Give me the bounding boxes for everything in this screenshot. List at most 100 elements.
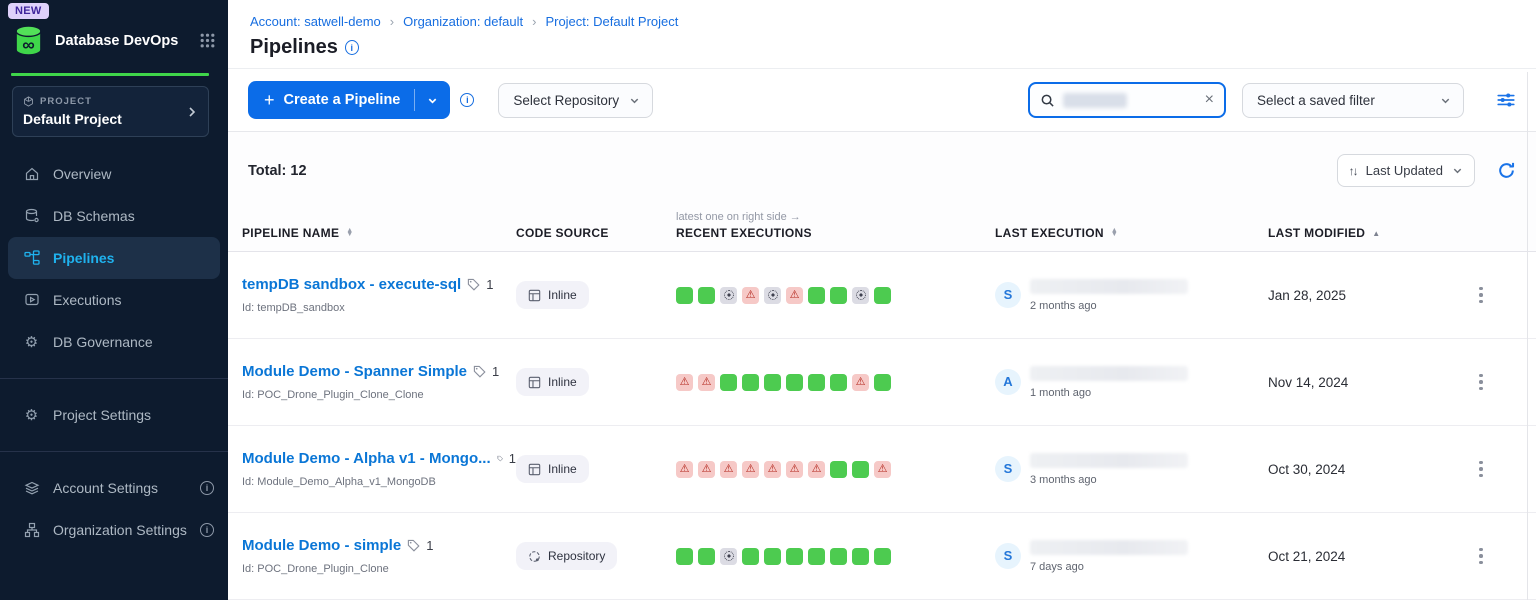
execution-failed[interactable]: ⚠ — [742, 286, 759, 304]
saved-filter-select[interactable]: Select a saved filter — [1242, 82, 1464, 118]
sidebar-item-label: Executions — [53, 292, 122, 308]
execution-success[interactable] — [874, 547, 891, 565]
filter-sliders-icon[interactable] — [1496, 91, 1516, 109]
sidebar-item-db-governance[interactable]: ⚙ DB Governance — [0, 321, 228, 363]
code-source-cell: Inline — [516, 281, 676, 309]
page-header: Account: satwell-demo › Organization: de… — [228, 0, 1536, 69]
pipeline-name-link[interactable]: Module Demo - Alpha v1 - Mongo... — [242, 450, 491, 467]
execution-success[interactable] — [830, 373, 847, 391]
repository-select[interactable]: Select Repository — [498, 82, 654, 118]
execution-success[interactable] — [698, 286, 715, 304]
list-meta: Total: 12 ↑↓ Last Updated — [228, 132, 1536, 204]
execution-success[interactable] — [720, 373, 737, 391]
execution-success[interactable] — [852, 460, 869, 478]
column-header-last-execution[interactable]: LAST EXECUTION ▲ ▼ — [995, 226, 1119, 240]
module-grid-icon[interactable] — [199, 32, 216, 49]
sidebar-item-account-settings[interactable]: Account Settings i — [0, 467, 228, 509]
execution-success[interactable] — [874, 286, 891, 304]
sidebar-item-overview[interactable]: Overview — [0, 153, 228, 195]
execution-success[interactable] — [742, 373, 759, 391]
execution-aborted[interactable] — [852, 286, 869, 304]
pipeline-name-link[interactable]: Module Demo - Spanner Simple — [242, 363, 468, 380]
info-icon[interactable]: i — [200, 523, 214, 537]
avatar[interactable]: S — [995, 542, 1021, 569]
execution-failed[interactable]: ⚠ — [874, 460, 891, 478]
sidebar-nav: Overview DB Schemas Pipelines — [0, 153, 228, 551]
code-source-badge: Inline — [516, 455, 589, 483]
avatar[interactable]: A — [995, 368, 1021, 395]
execution-failed[interactable]: ⚠ — [698, 460, 715, 478]
execution-success[interactable] — [786, 547, 803, 565]
info-icon[interactable]: i — [200, 481, 214, 495]
clear-search-icon[interactable]: × — [1204, 91, 1214, 109]
execution-success[interactable] — [676, 547, 693, 565]
execution-success[interactable] — [852, 547, 869, 565]
pipeline-name-link[interactable]: Module Demo - simple — [242, 537, 402, 554]
avatar[interactable]: S — [995, 455, 1021, 482]
execution-success[interactable] — [830, 460, 847, 478]
create-pipeline-button[interactable]: + Create a Pipeline — [248, 81, 451, 120]
row-menu-kebab-icon[interactable] — [1475, 283, 1487, 308]
sort-value: Last Updated — [1365, 163, 1443, 179]
execution-success[interactable] — [764, 373, 781, 391]
sidebar-item-pipelines[interactable]: Pipelines — [8, 237, 220, 279]
sidebar-item-project-settings[interactable]: ⚙ Project Settings — [0, 394, 228, 436]
execution-success[interactable] — [830, 286, 847, 304]
row-menu-kebab-icon[interactable] — [1475, 544, 1487, 569]
execution-aborted[interactable] — [720, 286, 737, 304]
execution-failed[interactable]: ⚠ — [808, 460, 825, 478]
execution-success[interactable] — [808, 286, 825, 304]
execution-failed[interactable]: ⚠ — [698, 373, 715, 391]
executor-name-redacted — [1030, 278, 1188, 294]
sidebar-item-db-schemas[interactable]: DB Schemas — [0, 195, 228, 237]
execution-failed[interactable]: ⚠ — [764, 460, 781, 478]
execution-aborted[interactable] — [764, 286, 781, 304]
execution-success[interactable] — [808, 547, 825, 565]
sidebar-item-executions[interactable]: Executions — [0, 279, 228, 321]
execution-success[interactable] — [742, 547, 759, 565]
execution-aborted[interactable] — [720, 547, 737, 565]
row-menu-kebab-icon[interactable] — [1475, 370, 1487, 395]
execution-success[interactable] — [698, 547, 715, 565]
execution-failed[interactable]: ⚠ — [786, 286, 803, 304]
database-icon — [23, 208, 40, 225]
database-devops-logo-icon: ∞ — [15, 25, 42, 56]
avatar[interactable]: S — [995, 281, 1021, 308]
table-row: tempDB sandbox - execute-sql 1 Id: tempD… — [228, 252, 1536, 339]
pipeline-name-link[interactable]: tempDB sandbox - execute-sql — [242, 276, 462, 293]
page-title-info-icon[interactable]: i — [344, 40, 359, 55]
execution-time-ago: 3 months ago — [1030, 473, 1097, 486]
execution-success[interactable] — [676, 286, 693, 304]
tag-icon — [408, 539, 420, 552]
search-input[interactable]: × — [1028, 82, 1226, 119]
column-header-pipeline-name[interactable]: PIPELINE NAME ▲ ▼ — [242, 226, 354, 240]
breadcrumb-organization-link[interactable]: Organization: default — [403, 14, 524, 29]
create-pipeline-caret[interactable] — [415, 95, 450, 106]
sidebar-item-organization-settings[interactable]: Organization Settings i — [0, 509, 228, 551]
execution-success[interactable] — [830, 547, 847, 565]
execution-success[interactable] — [764, 547, 781, 565]
execution-success[interactable] — [808, 373, 825, 391]
row-menu-kebab-icon[interactable] — [1475, 457, 1487, 482]
column-header-last-modified[interactable]: LAST MODIFIED ▲ — [1268, 226, 1381, 240]
execution-failed[interactable]: ⚠ — [676, 460, 693, 478]
execution-success[interactable] — [786, 373, 803, 391]
last-execution-cell: S 7 days ago — [995, 539, 1268, 573]
execution-failed[interactable]: ⚠ — [742, 460, 759, 478]
breadcrumb-project-link[interactable]: Project: Default Project — [545, 14, 679, 29]
executor-name-redacted — [1030, 539, 1188, 555]
project-selector[interactable]: PROJECT Default Project — [12, 86, 209, 137]
execution-failed[interactable]: ⚠ — [852, 373, 869, 391]
recent-executions: ⚠ ⚠ — [676, 286, 995, 304]
recent-executions: ⚠ ⚠ ⚠ ⚠ ⚠ ⚠ ⚠ ⚠ — [676, 460, 995, 478]
execution-success[interactable] — [874, 373, 891, 391]
execution-failed[interactable]: ⚠ — [720, 460, 737, 478]
home-icon — [23, 166, 40, 183]
create-info-icon[interactable]: i — [460, 93, 475, 108]
tag-count: 1 — [492, 364, 500, 379]
sort-select[interactable]: ↑↓ Last Updated — [1336, 154, 1475, 188]
refresh-icon[interactable] — [1497, 161, 1516, 180]
execution-failed[interactable]: ⚠ — [786, 460, 803, 478]
breadcrumb-account-link[interactable]: Account: satwell-demo — [250, 14, 381, 29]
execution-failed[interactable]: ⚠ — [676, 373, 693, 391]
